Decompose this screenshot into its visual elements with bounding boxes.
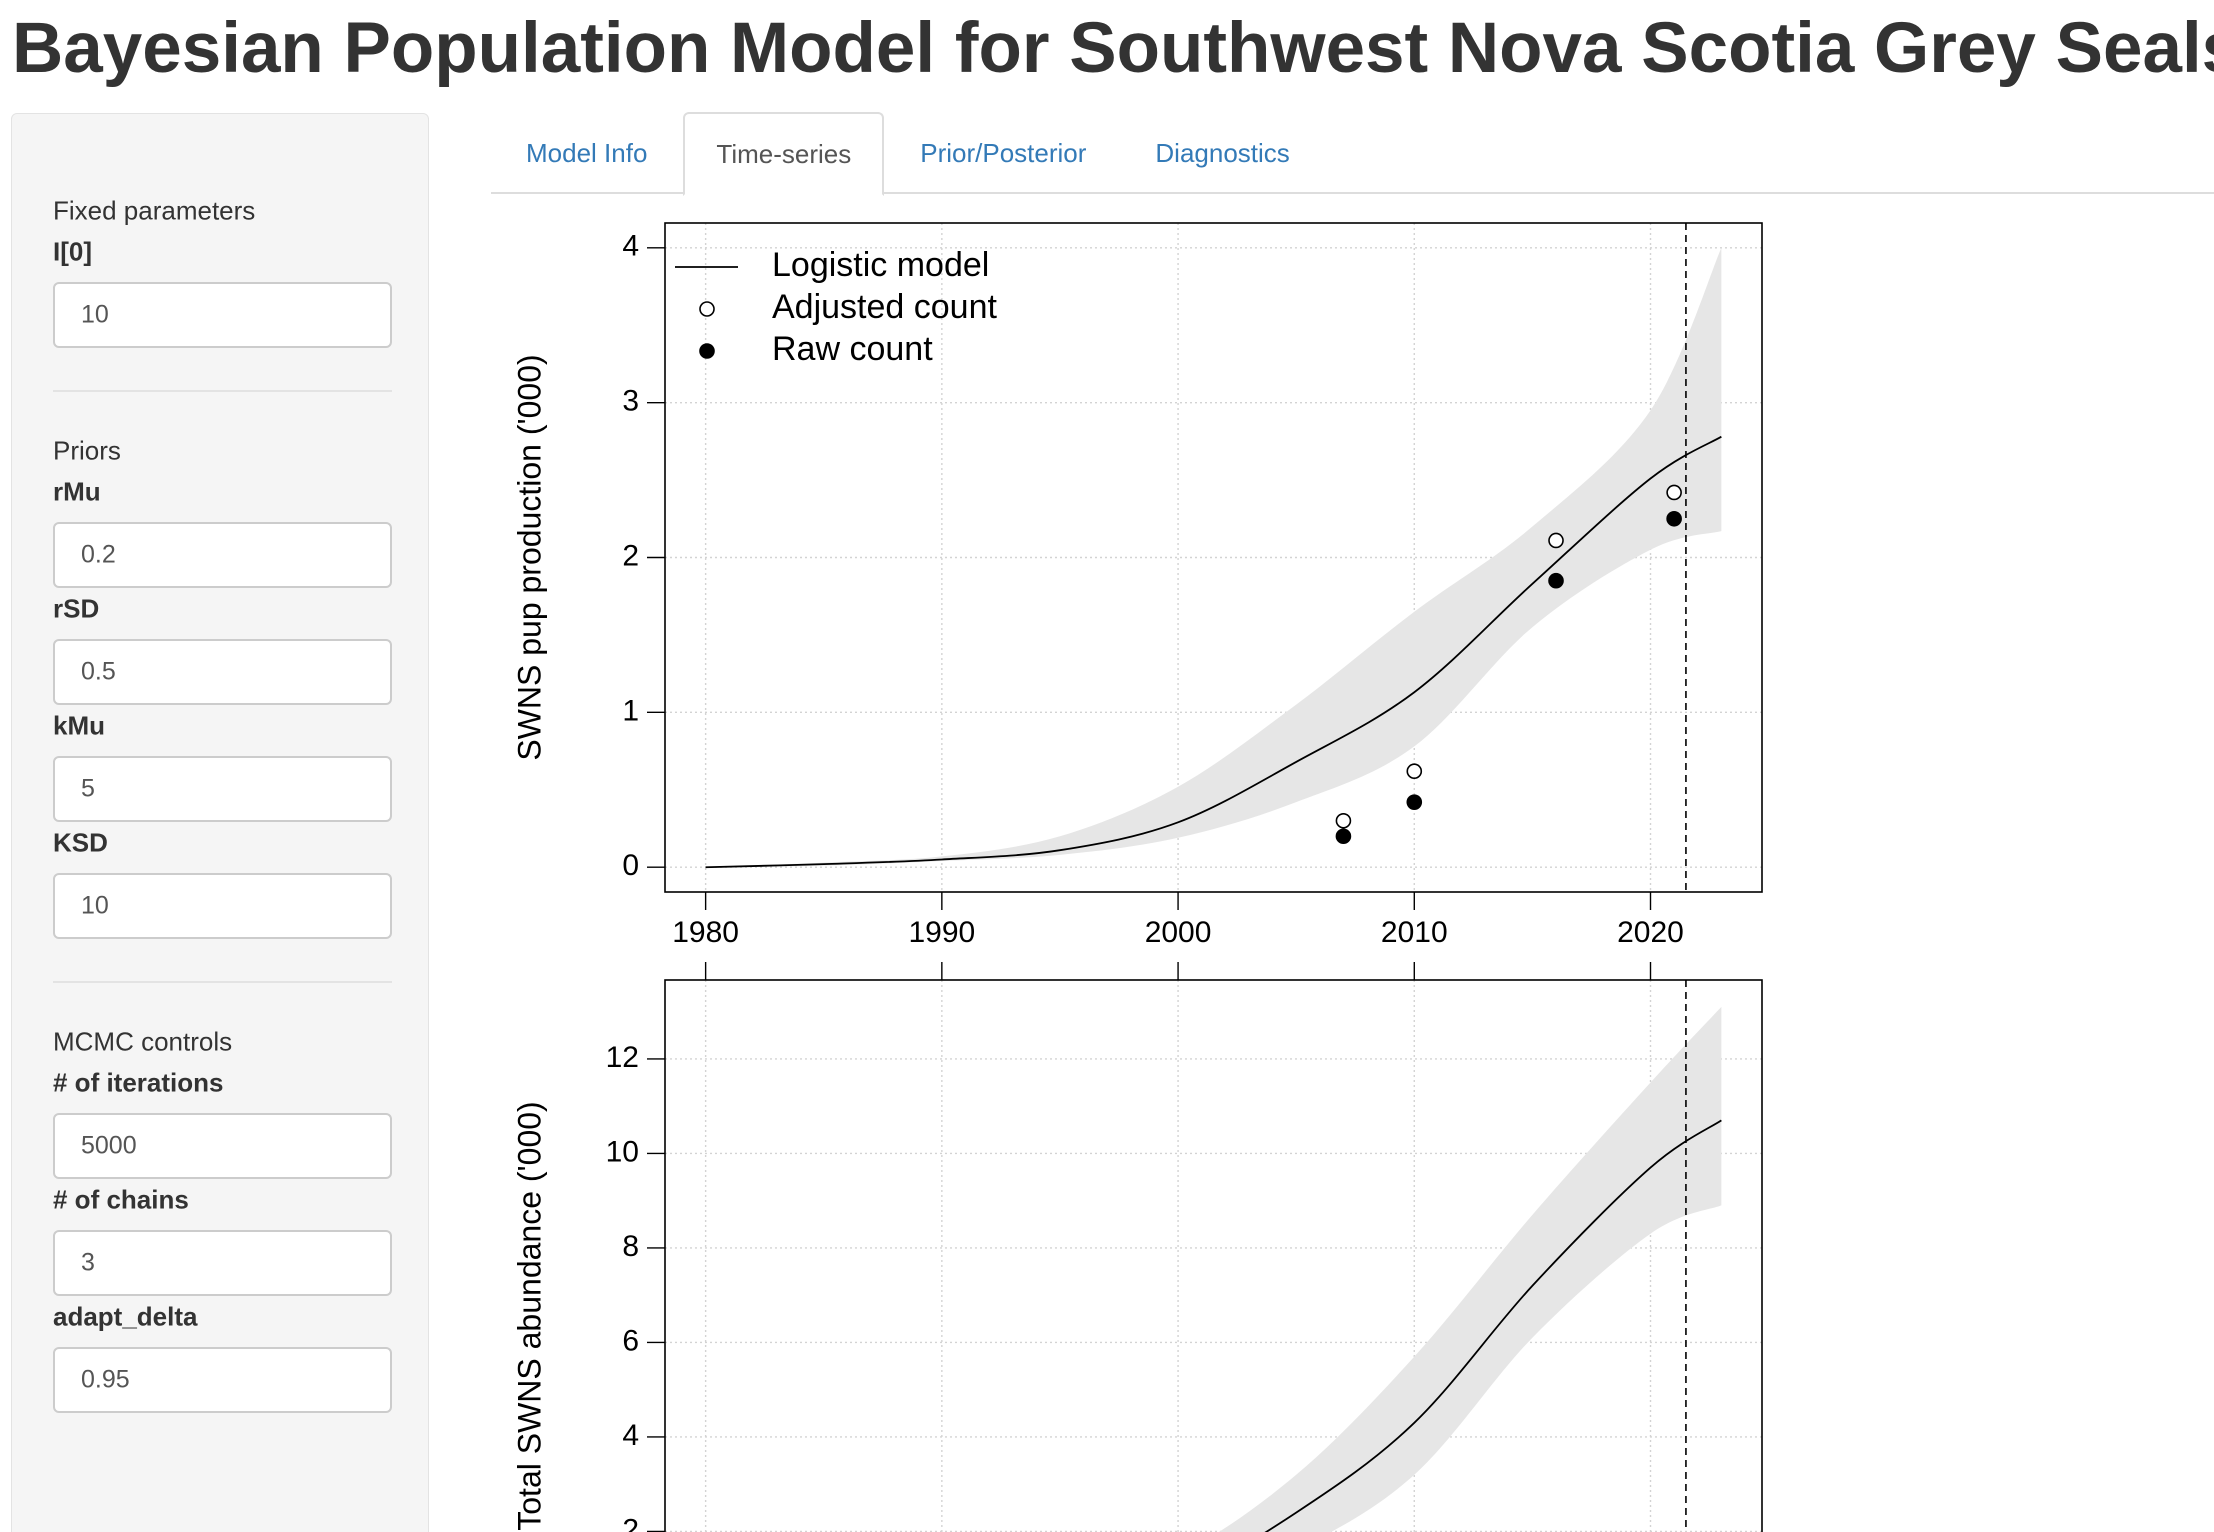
plot-area [665, 980, 1762, 1532]
text-input[interactable]: 0.5 [53, 639, 392, 705]
input-value: 10 [81, 300, 109, 329]
input-value: 0.2 [81, 540, 116, 569]
legend-label: Logistic model [772, 246, 989, 284]
y-tick-label: 10 [606, 1135, 639, 1168]
credible-band [1218, 1006, 1722, 1532]
data-point [1548, 532, 1564, 549]
legend-label: Raw count [772, 330, 933, 368]
y-tick-label: 4 [622, 230, 639, 263]
section-heading: MCMC controls [53, 1026, 233, 1057]
tab-bar-line [491, 192, 2214, 194]
data-point [1335, 828, 1352, 845]
divider [53, 981, 392, 983]
x-tick-label: 2020 [1617, 916, 1684, 949]
text-input[interactable]: 0.2 [53, 522, 392, 588]
plot-frame [664, 222, 1763, 893]
data-point [1666, 484, 1682, 501]
data-point [1406, 794, 1423, 810]
field-label: rSD [53, 593, 100, 624]
y-tick-label: 4 [622, 1419, 639, 1452]
tab[interactable]: Diagnostics [1155, 137, 1290, 168]
field-label: kMu [53, 710, 105, 741]
divider [53, 390, 392, 392]
plot-area [665, 223, 1762, 892]
tabs: Model Info Time-series Prior/Posterior Diag… [493, 112, 1326, 196]
input-value: 3 [81, 1248, 95, 1277]
y-tick-label: 1 [622, 694, 639, 727]
plot-frame [664, 979, 1763, 1532]
y-tick-label: 6 [622, 1324, 639, 1357]
data-point [1666, 510, 1682, 527]
data-point [1548, 572, 1564, 589]
credible-band [705, 247, 1722, 868]
text-input[interactable]: 10 [53, 282, 392, 348]
tab[interactable]: Model Info [526, 137, 648, 168]
input-value: 0.5 [81, 657, 116, 686]
field-label: KSD [53, 827, 108, 858]
y-tick-label: 0 [622, 849, 639, 882]
data-point [1335, 812, 1352, 829]
tab[interactable]: Time-series [683, 112, 885, 196]
legend-point [699, 301, 715, 317]
page-title: Bayesian Population Model for Southwest … [12, 9, 2214, 88]
x-tick-label: 2000 [1145, 916, 1212, 949]
x-tick-label: 1990 [908, 916, 975, 949]
input-value: 5 [81, 774, 95, 803]
legend-point [699, 343, 715, 359]
model-line [1264, 1119, 1722, 1532]
y-tick-label: 12 [606, 1041, 639, 1074]
text-input[interactable]: 5 [53, 756, 392, 822]
text-input[interactable]: 0.95 [53, 1347, 392, 1413]
y-tick-label: 8 [622, 1230, 639, 1263]
section-heading: Priors [53, 435, 121, 466]
field-label: I[0] [53, 236, 92, 267]
y-tick-label: 2 [622, 1513, 639, 1532]
data-point [1406, 763, 1423, 780]
field-label: # of iterations [53, 1067, 224, 1098]
y-axis-label: Total SWNS abundance ('000) [511, 1101, 547, 1530]
tab[interactable]: Prior/Posterior [920, 137, 1087, 168]
field-label: rMu [53, 476, 101, 507]
y-tick-label: 2 [622, 539, 639, 572]
input-value: 10 [81, 891, 109, 920]
legend-label: Adjusted count [772, 288, 997, 326]
y-tick-label: 3 [622, 385, 639, 418]
text-input[interactable]: 5000 [53, 1113, 392, 1179]
x-tick-label: 2010 [1381, 916, 1448, 949]
field-label: # of chains [53, 1184, 189, 1215]
section-heading: Fixed parameters [53, 195, 256, 226]
input-value: 5000 [81, 1131, 137, 1160]
field-label: adapt_delta [53, 1301, 198, 1332]
sidebar: Fixed parameters I[0] 10 Priors rMu 0.2 rSD 0.5… [11, 113, 429, 1532]
x-tick-label: 1980 [672, 916, 739, 949]
input-value: 0.95 [81, 1365, 130, 1394]
text-input[interactable]: 10 [53, 873, 392, 939]
y-axis-label: SWNS pup production ('000) [511, 354, 547, 760]
model-line [705, 435, 1722, 869]
text-input[interactable]: 3 [53, 1230, 392, 1296]
